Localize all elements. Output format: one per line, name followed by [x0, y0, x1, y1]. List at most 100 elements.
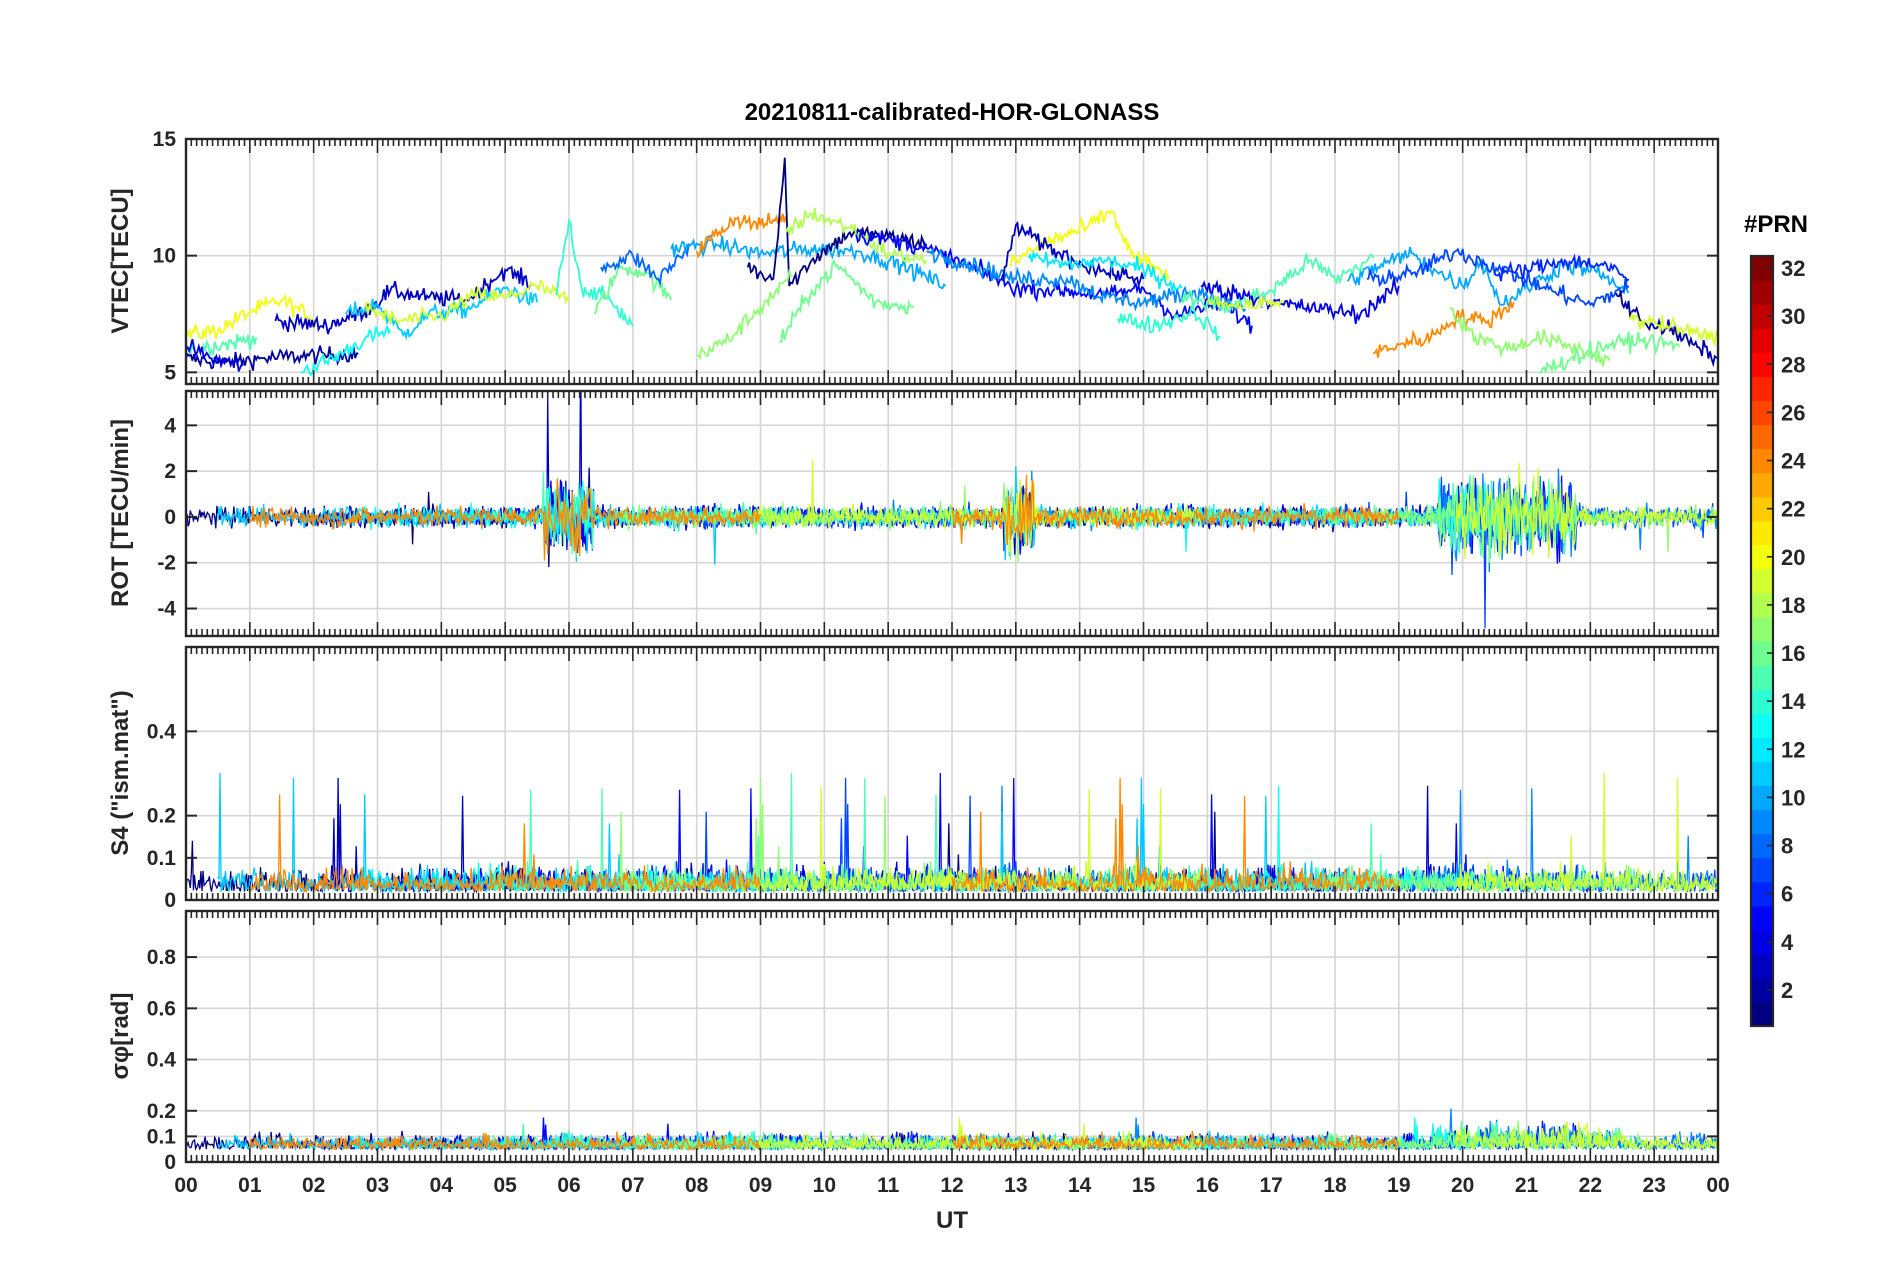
- figure-title: 20210811-calibrated-HOR-GLONASS: [745, 99, 1160, 126]
- vtec-series-prn-10: [1347, 246, 1630, 310]
- x-tick-label: 17: [1259, 1174, 1282, 1197]
- vtec-series-prn-7: [1366, 247, 1630, 309]
- y-tick-label: 5: [164, 361, 176, 384]
- colorbar-tick-label: 18: [1781, 593, 1805, 618]
- colorbar-title: #PRN: [1744, 211, 1808, 238]
- vtec-series-prn-14: [1117, 305, 1221, 342]
- s4-ylabel: S4 ("ism.mat"): [107, 690, 134, 855]
- rot-panel: -4 -2 0 2 4 ROT [TECU/min]: [107, 389, 1720, 638]
- colorbar-tick-label: 14: [1781, 689, 1806, 714]
- x-tick-label: 00: [174, 1174, 197, 1197]
- vtec-series-prn-16: [593, 260, 672, 315]
- x-tick-label: 05: [493, 1174, 517, 1197]
- y-tick-label: 0: [164, 889, 176, 912]
- rot-ylabel: ROT [TECU/min]: [107, 419, 134, 607]
- colorbar-cell: [1751, 256, 1773, 281]
- vtec-series-prn-3: [274, 265, 532, 335]
- colorbar-tick-label: 22: [1781, 497, 1805, 522]
- colorbar-cell: [1751, 496, 1773, 522]
- rot-frame: [184, 389, 1720, 638]
- colorbar-cell: [1751, 448, 1773, 474]
- vtec-series-prn-20: [186, 293, 315, 340]
- colorbar-cell: [1751, 376, 1773, 401]
- x-tick-label: 00: [1706, 1174, 1729, 1197]
- colorbar-cell: [1751, 905, 1773, 931]
- sigma-phi-lines: [186, 1108, 1718, 1152]
- sigma-phi-grid: [185, 911, 1719, 1163]
- x-tick-label: 12: [940, 1174, 963, 1197]
- colorbar-cell: [1751, 785, 1773, 811]
- colorbar-cell: [1751, 1001, 1773, 1027]
- colorbar-tick-label: 8: [1781, 834, 1793, 859]
- colorbar-tick-label: 24: [1781, 449, 1806, 474]
- x-tick-label: 06: [557, 1174, 580, 1197]
- colorbar-tick-label: 10: [1781, 785, 1805, 810]
- vtec-frame: [184, 137, 1720, 386]
- y-tick-label: 0.2: [147, 805, 176, 828]
- colorbar-tick-label: 30: [1781, 304, 1805, 329]
- y-tick-label: 10: [153, 245, 176, 268]
- x-tick-label: 09: [749, 1174, 772, 1197]
- rot-y-ticklabels: -4 -2 0 2 4: [157, 414, 176, 620]
- colorbar-frame: [1749, 254, 1775, 1028]
- y-tick-label: 0.8: [147, 946, 177, 969]
- vtec-series-prn-8: [600, 243, 691, 287]
- x-tick-label: 19: [1387, 1174, 1410, 1197]
- y-tick-label: 2: [164, 460, 176, 483]
- vtec-series-prn-24: [695, 212, 787, 259]
- colorbar-tick-label: 26: [1781, 400, 1805, 425]
- sigma-phi-panel: 0 0.10.2 0.4 0.6 0.8 σφ[rad]: [107, 909, 1720, 1174]
- colorbar-cell: [1751, 809, 1773, 835]
- x-tick-label: 15: [1132, 1174, 1156, 1197]
- trace-prn-24: [249, 1130, 1400, 1152]
- y-tick-label: 0.2: [147, 1100, 176, 1123]
- vtec-series-prn-19: [1628, 311, 1718, 348]
- colorbar-cell: [1751, 616, 1773, 642]
- colorbar-cell: [1751, 929, 1773, 955]
- vtec-series-prn-19: [1206, 294, 1285, 311]
- sigma-phi-y-ticklabels: 0 0.10.2 0.4 0.6 0.8: [147, 946, 177, 1174]
- vtec-series-prn-3: [1002, 220, 1145, 289]
- x-ticklabels: 00 01 02 03 04 05 06 07 08 09 10 11 12 13 14 15 16 17 18 19…: [174, 1174, 1729, 1197]
- vtec-series-prn-17: [696, 268, 794, 361]
- x-tick-label: 13: [1004, 1174, 1027, 1197]
- vtec-series-prn-16: [1539, 331, 1681, 374]
- vtec-series-prn-17: [1449, 306, 1611, 367]
- y-tick-label: 0: [164, 1151, 176, 1174]
- s4-frame: [184, 645, 1720, 902]
- rot-lines: [186, 391, 1718, 629]
- trace-prn-24: [249, 777, 1400, 894]
- colorbar-cell: [1751, 833, 1773, 859]
- x-tick-label: 21: [1515, 1174, 1539, 1197]
- vtec-series-prn-6: [1494, 253, 1630, 283]
- y-tick-label: 0.1: [147, 1125, 177, 1148]
- vtec-series-prn-4: [186, 338, 244, 372]
- colorbar-tick-label: 16: [1781, 641, 1805, 666]
- x-tick-label: 10: [813, 1174, 836, 1197]
- colorbar-cell: [1751, 400, 1773, 426]
- x-axis-label: UT: [936, 1207, 968, 1234]
- vtec-series-prn-13: [300, 325, 392, 377]
- vtec-grid: [185, 138, 1719, 384]
- colorbar-cell: [1751, 592, 1773, 618]
- colorbar-tick-label: 28: [1781, 352, 1805, 377]
- colorbar-cell: [1751, 857, 1773, 883]
- colorbar-cell: [1751, 761, 1773, 786]
- vtec-series-prn-10: [670, 234, 947, 290]
- y-tick-label: -4: [157, 598, 176, 621]
- colorbar-cell: [1751, 665, 1773, 690]
- sigma-phi-frame: [184, 909, 1720, 1164]
- x-tick-label: 04: [430, 1174, 454, 1197]
- vtec-series-prn-4: [1200, 277, 1400, 325]
- x-tick-label: 11: [877, 1174, 900, 1197]
- colorbar-tick-label: 6: [1781, 882, 1793, 907]
- x-tick-label: 23: [1642, 1174, 1665, 1197]
- vtec-series-prn-24: [1372, 300, 1515, 358]
- vtec-series-prn-9: [926, 246, 1247, 313]
- x-tick-label: 03: [366, 1174, 389, 1197]
- y-tick-label: 4: [164, 414, 176, 437]
- colorbar-tick-label: 20: [1781, 545, 1805, 570]
- colorbar-cell: [1751, 689, 1773, 714]
- colorbar-tick-label: 32: [1781, 256, 1805, 281]
